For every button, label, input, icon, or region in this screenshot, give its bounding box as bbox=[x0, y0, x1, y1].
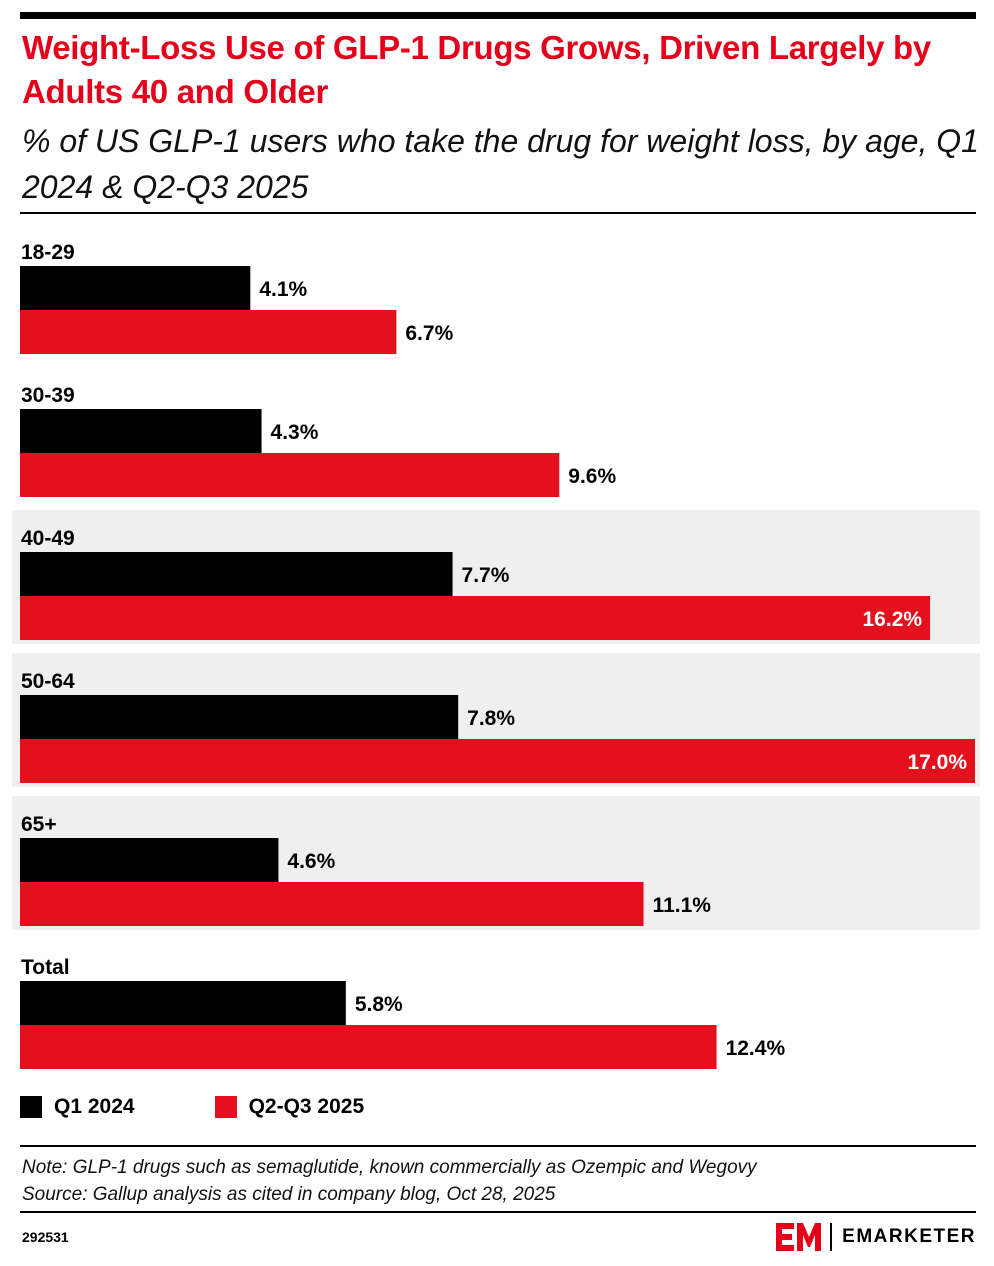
bar-total-series-1 bbox=[20, 1025, 717, 1069]
footnote: Note: GLP-1 drugs such as semaglutide, k… bbox=[22, 1154, 972, 1208]
chart-id: 292531 bbox=[22, 1229, 69, 1245]
data-label-18-29-series-1: 6.7% bbox=[405, 322, 453, 345]
data-label-65-series-1: 11.1% bbox=[653, 894, 712, 917]
bar-65-series-1 bbox=[20, 882, 644, 926]
brand-logo: EMARKETER bbox=[776, 1222, 976, 1252]
bar-30-39-series-1 bbox=[20, 453, 560, 497]
data-label-40-49-series-1: 16.2% bbox=[863, 608, 923, 631]
bar-total-series-0 bbox=[20, 981, 346, 1025]
category-label-65: 65+ bbox=[21, 813, 57, 836]
data-label-18-29-series-0: 4.1% bbox=[259, 278, 307, 301]
legend-item-q2-q3-2025: Q2-Q3 2025 bbox=[214, 1095, 365, 1119]
data-label-65-series-0: 4.6% bbox=[287, 850, 335, 873]
top-rule bbox=[20, 12, 976, 19]
category-label-50-64: 50-64 bbox=[21, 670, 75, 693]
em-logo-icon bbox=[776, 1223, 822, 1251]
data-label-40-49-series-0: 7.7% bbox=[462, 564, 510, 587]
note-text: Note: GLP-1 drugs such as semaglutide, k… bbox=[22, 1157, 757, 1178]
bar-50-64-series-0 bbox=[20, 695, 459, 739]
data-label-30-39-series-1: 9.6% bbox=[568, 465, 616, 488]
source-text: Source: Gallup analysis as cited in comp… bbox=[22, 1184, 556, 1205]
subtitle-rule bbox=[20, 212, 976, 214]
brand-divider bbox=[830, 1223, 833, 1251]
legend-swatch-q2-q3-2025 bbox=[214, 1096, 237, 1118]
bar-65-series-0 bbox=[20, 838, 279, 882]
legend: Q1 2024 Q2-Q3 2025 bbox=[20, 1094, 444, 1120]
legend-item-q1-2024: Q1 2024 bbox=[20, 1095, 135, 1119]
brand-name: EMARKETER bbox=[842, 1226, 976, 1247]
legend-swatch-q1-2024 bbox=[20, 1096, 42, 1118]
category-label-18-29: 18-29 bbox=[21, 241, 75, 264]
data-label-30-39-series-0: 4.3% bbox=[271, 421, 319, 444]
data-label-50-64-series-1: 17.0% bbox=[907, 751, 967, 774]
data-label-total-series-0: 5.8% bbox=[355, 993, 403, 1016]
bar-chart: 18-29 4.1% 6.7% 30-39 4.3% 9.6% 40-49 7.7% 16.2%… bbox=[12, 241, 980, 1069]
category-label-40-49: 40-49 bbox=[21, 527, 75, 550]
data-label-50-64-series-0: 7.8% bbox=[467, 707, 515, 730]
bar-50-64-series-1 bbox=[20, 739, 975, 783]
legend-label-q1-2024: Q1 2024 bbox=[54, 1095, 135, 1118]
legend-label-q2-q3-2025: Q2-Q3 2025 bbox=[248, 1095, 365, 1118]
bar-40-49-series-1 bbox=[20, 596, 931, 640]
category-label-30-39: 30-39 bbox=[21, 384, 75, 407]
data-label-total-series-1: 12.4% bbox=[726, 1037, 786, 1060]
bar-40-49-series-0 bbox=[20, 552, 453, 596]
chart-subtitle: % of US GLP-1 users who take the drug fo… bbox=[22, 123, 979, 205]
bar-30-39-series-0 bbox=[20, 409, 262, 453]
footer-bottom-rule bbox=[20, 1211, 976, 1213]
footer-rule bbox=[20, 1145, 976, 1147]
bar-18-29-series-1 bbox=[20, 310, 397, 354]
category-label-total: Total bbox=[21, 956, 70, 979]
chart-title: Weight-Loss Use of GLP-1 Drugs Grows, Dr… bbox=[22, 29, 931, 110]
bar-18-29-series-0 bbox=[20, 266, 251, 310]
